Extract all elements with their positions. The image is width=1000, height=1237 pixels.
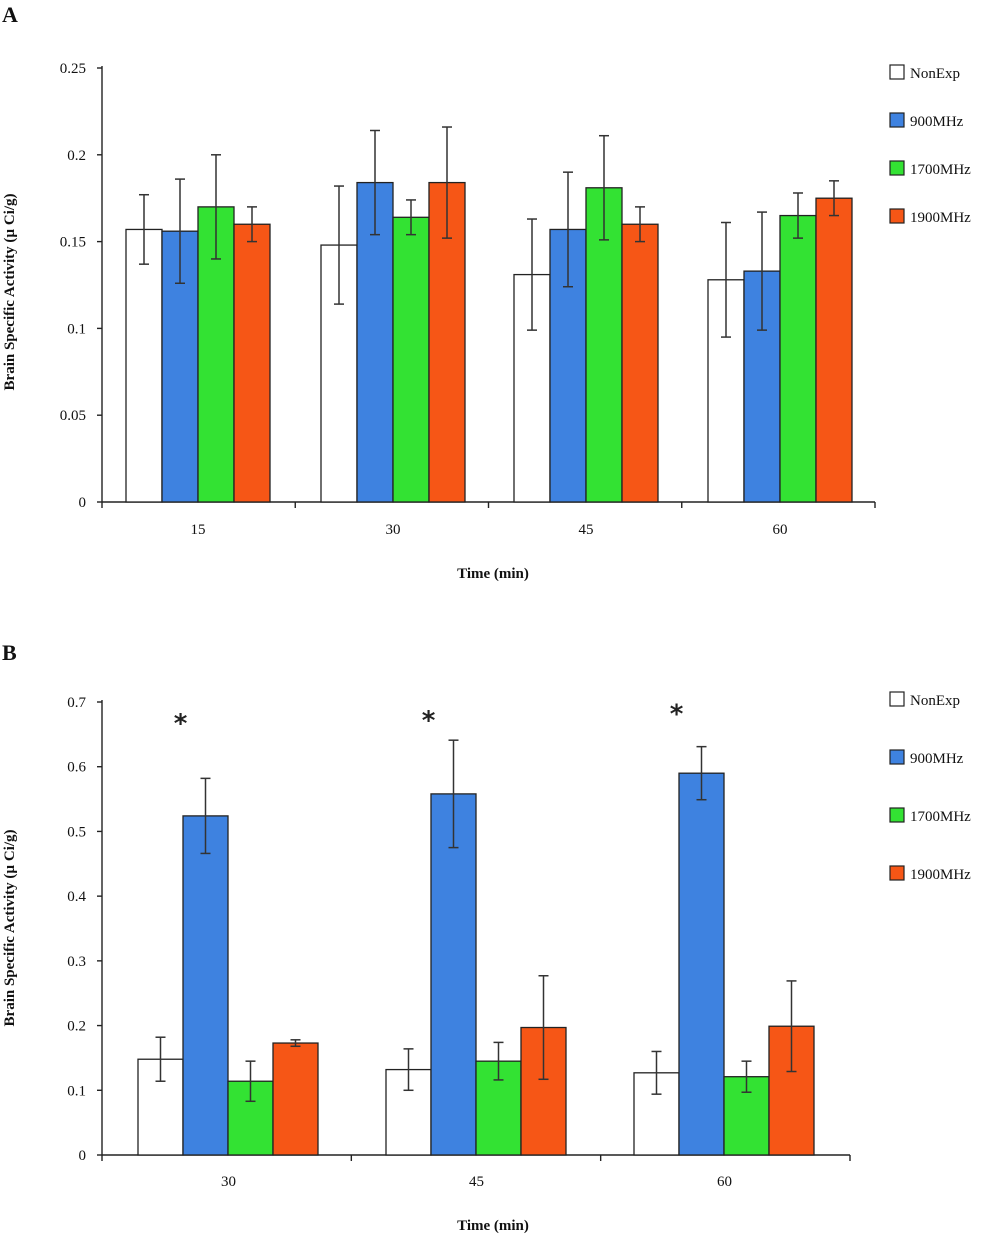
x-tick-label: 45 — [469, 1174, 484, 1190]
y-tick-label: 0.1 — [67, 321, 86, 337]
y-tick-label: 0.1 — [67, 1083, 86, 1099]
y-tick-label: 0.15 — [60, 235, 86, 251]
bar-900mhz-30 — [356, 181, 394, 503]
y-tick-label: 0.25 — [60, 61, 86, 77]
y-tick-label: 0.2 — [67, 1019, 86, 1035]
y-tick-label: 0.4 — [67, 889, 86, 905]
legend-label-1700mhz: 1700MHz — [910, 809, 971, 825]
panel-b-x-axis-title: Time (min) — [457, 1218, 529, 1234]
bar-1900mhz-60 — [768, 1025, 815, 1156]
bar-1900mhz-45 — [621, 223, 659, 503]
x-tick-label: 60 — [717, 1174, 732, 1190]
legend-swatch-900mhz — [889, 112, 905, 128]
panel-b-label: B — [2, 640, 17, 665]
significance-star: * — [670, 699, 684, 729]
y-tick-label: 0.5 — [67, 824, 86, 840]
legend-swatch-1900mhz — [889, 208, 905, 224]
panel-a-y-axis: 0 0.05 0.1 0.15 0.2 0.25 — [60, 61, 103, 511]
legend-label-900mhz: 900MHz — [910, 751, 964, 767]
bar-900mhz-60 — [678, 772, 725, 1156]
bar-1700mhz-60 — [779, 214, 817, 503]
bar-1900mhz-60 — [815, 197, 853, 503]
legend-swatch-900mhz — [889, 749, 905, 765]
legend-swatch-1900mhz — [889, 865, 905, 881]
x-tick-label: 15 — [191, 522, 206, 538]
legend-label-nonexp: NonExp — [910, 693, 960, 709]
y-tick-label: 0.6 — [67, 760, 86, 776]
panel-a-bars — [125, 126, 853, 503]
panel-a-label: A — [2, 2, 18, 27]
panel-b: B Brain Specific Activity (µ Ci/g) Time … — [2, 640, 971, 1234]
bar-nonexp-15 — [125, 228, 163, 503]
panel-a-y-axis-title: Brain Specific Activity (µ Ci/g) — [2, 194, 18, 391]
panel-b-y-axis-title: Brain Specific Activity (µ Ci/g) — [2, 830, 18, 1027]
legend-label-nonexp: NonExp — [910, 66, 960, 82]
x-tick-label: 60 — [773, 522, 788, 538]
significance-star: * — [174, 709, 188, 739]
bar-1900mhz-30 — [272, 1042, 319, 1156]
bar-1900mhz-15 — [233, 223, 271, 503]
y-tick-label: 0 — [79, 495, 87, 511]
y-tick-label: 0 — [79, 1148, 87, 1164]
panel-b-y-axis: 0 0.1 0.2 0.3 0.4 0.5 0.6 0.7 — [67, 695, 103, 1164]
legend-swatch-nonexp — [889, 64, 905, 80]
legend-label-1700mhz: 1700MHz — [910, 162, 971, 178]
legend-swatch-1700mhz — [889, 160, 905, 176]
panel-a: A Brain Specific Activity (µ Ci/g) Time … — [2, 2, 971, 582]
panel-b-bars — [137, 739, 815, 1156]
legend-label-1900mhz: 1900MHz — [910, 867, 971, 883]
panel-a-x-axis-title: Time (min) — [457, 566, 529, 582]
x-tick-label: 30 — [221, 1174, 236, 1190]
bar-900mhz-30 — [182, 815, 229, 1156]
legend-swatch-nonexp — [889, 691, 905, 707]
legend-swatch-1700mhz — [889, 807, 905, 823]
panel-a-legend: NonExp 900MHz 1700MHz 1900MHz — [889, 64, 971, 226]
y-tick-label: 0.05 — [60, 408, 86, 424]
significance-star: * — [422, 706, 436, 736]
y-tick-label: 0.2 — [67, 148, 86, 164]
legend-label-900mhz: 900MHz — [910, 114, 964, 130]
panel-b-annotations: * * * — [174, 699, 684, 739]
panel-b-legend: NonExp 900MHz 1700MHz 1900MHz — [889, 691, 971, 883]
legend-label-1900mhz: 1900MHz — [910, 210, 971, 226]
y-tick-label: 0.7 — [67, 695, 86, 711]
x-tick-label: 45 — [579, 522, 594, 538]
bar-1700mhz-30 — [392, 216, 430, 503]
x-tick-label: 30 — [386, 522, 401, 538]
y-tick-label: 0.3 — [67, 954, 86, 970]
